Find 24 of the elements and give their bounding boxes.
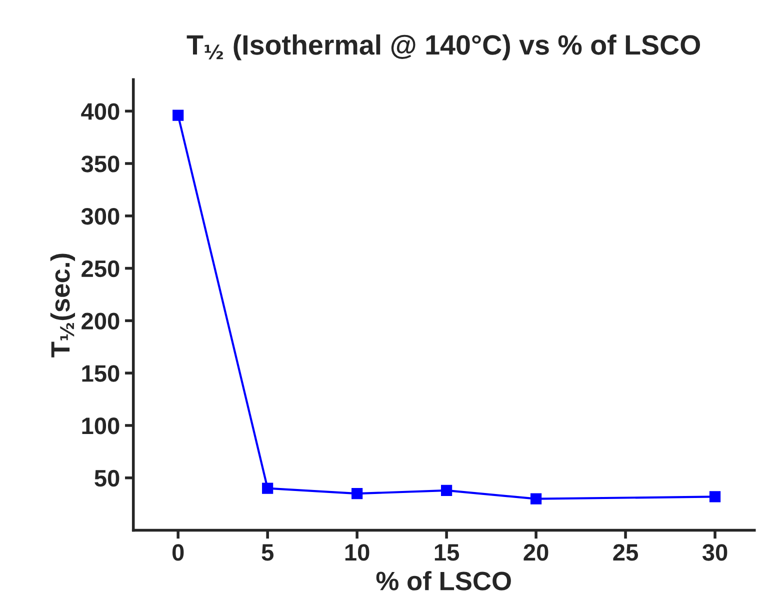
x-tick-label: 0 (172, 544, 184, 561)
y-tick-label: 150 (82, 365, 120, 382)
x-tick-label: 25 (613, 544, 638, 561)
x-tick-label: 15 (434, 544, 460, 561)
y-tick-label: 50 (94, 470, 120, 487)
y-axis-title: T$_{½}$(sec.) (50, 254, 76, 358)
y-tick-label: 350 (81, 156, 120, 172)
point (352, 488, 363, 500)
y-tick-label: 300 (81, 208, 120, 225)
y-tick-label: 200 (82, 312, 120, 330)
x-tick-label: 10 (345, 544, 370, 561)
chart-title: T$_{½}$ (Isothermal @ 140°C) vs % of LSCO (186, 34, 700, 60)
x-tick-label: 30 (702, 544, 728, 561)
point (262, 482, 274, 494)
point (172, 110, 184, 121)
point (440, 484, 452, 496)
x-tick-label: 5 (262, 544, 274, 561)
x-tick-label: 20 (524, 544, 548, 561)
y-tick-label: 250 (82, 260, 120, 278)
x-axis-title: % of LSCO (376, 571, 511, 590)
y-tick-label: 100 (82, 418, 120, 434)
point (709, 491, 721, 502)
y-tick-label: 400 (81, 103, 120, 120)
point (530, 493, 542, 504)
